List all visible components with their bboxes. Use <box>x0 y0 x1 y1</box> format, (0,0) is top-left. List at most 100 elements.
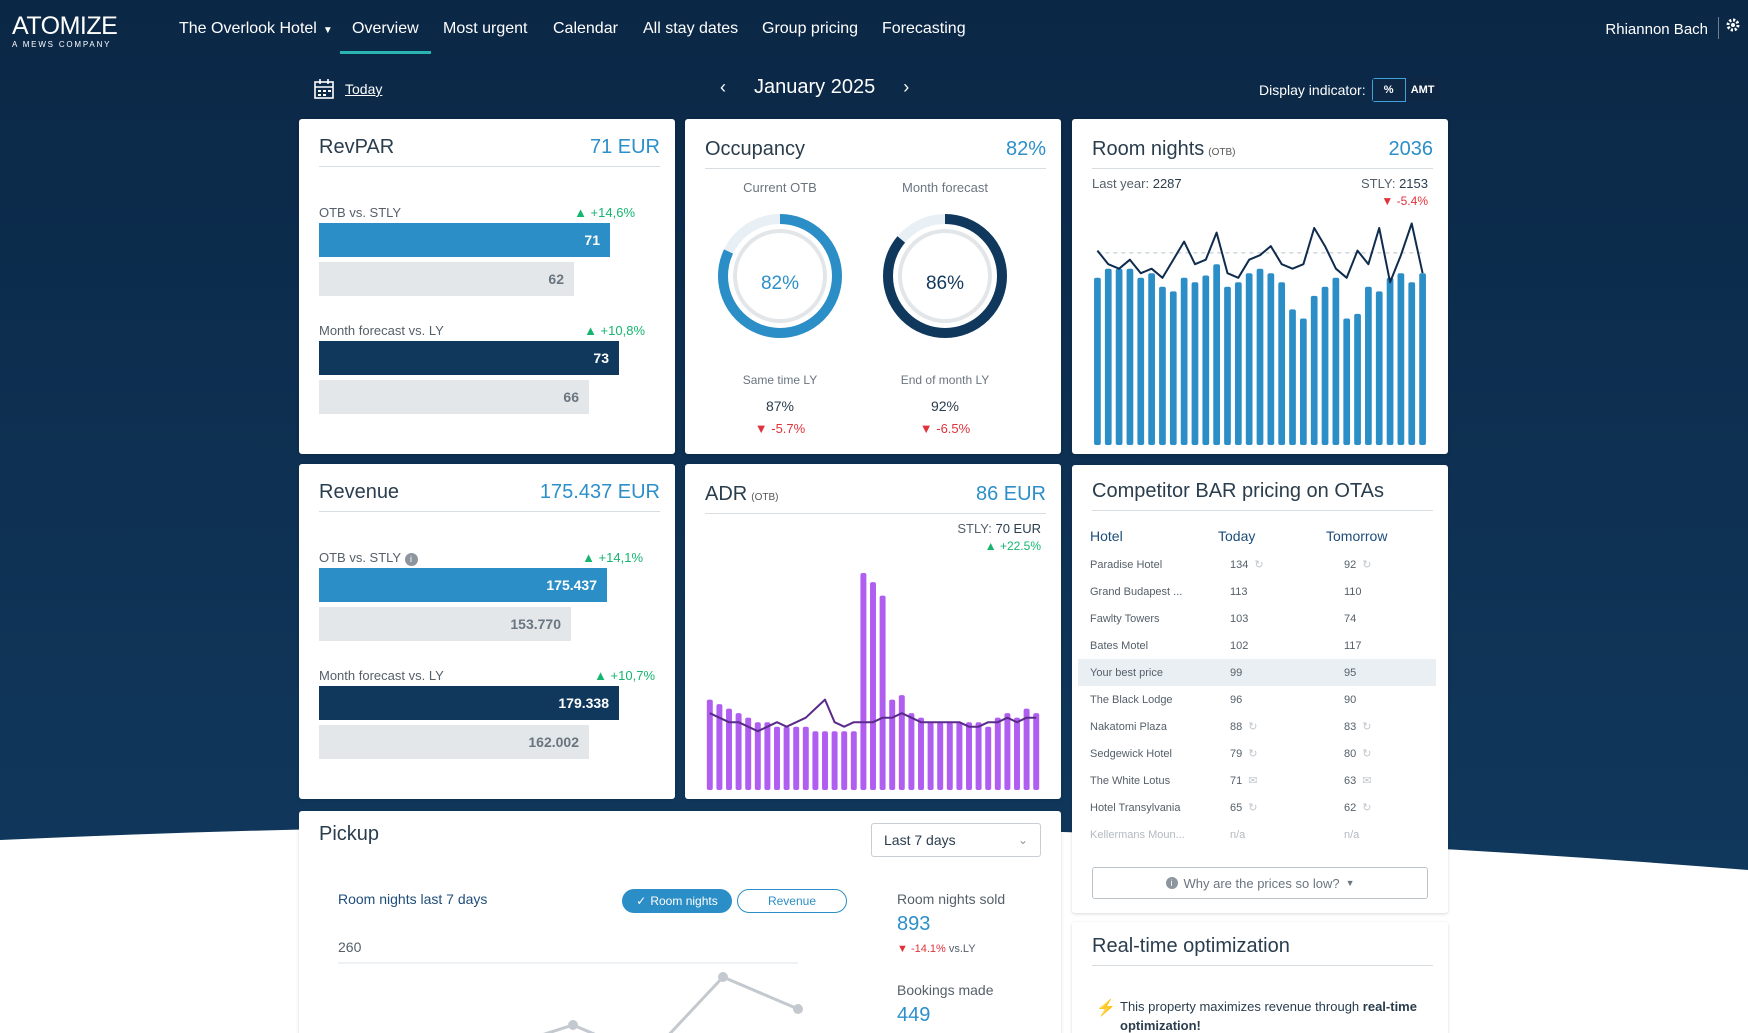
chart-bar[interactable] <box>1224 286 1231 445</box>
pickup-point[interactable] <box>793 1004 803 1014</box>
chart-bar[interactable] <box>908 713 915 790</box>
chart-bar[interactable] <box>850 731 857 790</box>
chart-bar[interactable] <box>726 708 732 790</box>
chart-bar[interactable] <box>745 717 752 790</box>
nav-all-stay-dates[interactable]: All stay dates <box>643 20 739 37</box>
chart-bar[interactable] <box>870 582 876 790</box>
chart-bar[interactable] <box>994 717 1001 790</box>
chart-bar[interactable] <box>841 731 848 790</box>
chart-bar[interactable] <box>937 722 944 790</box>
chart-bar[interactable] <box>1213 264 1221 445</box>
pickup-point[interactable] <box>568 1020 578 1030</box>
chart-bar[interactable] <box>802 726 809 790</box>
chart-bar[interactable] <box>1014 717 1020 790</box>
chart-bar[interactable] <box>1408 282 1416 445</box>
chart-bar[interactable] <box>1310 295 1318 445</box>
chart-bar[interactable] <box>927 722 934 790</box>
chart-bar[interactable] <box>1365 286 1372 445</box>
chart-bar[interactable] <box>793 726 800 790</box>
chart-bar[interactable] <box>1094 277 1101 445</box>
nav-forecasting[interactable]: Forecasting <box>882 20 966 37</box>
info-icon[interactable]: i <box>404 553 418 566</box>
chart-bar[interactable] <box>1321 286 1329 445</box>
chart-bar[interactable] <box>1386 277 1394 445</box>
chart-bar[interactable] <box>918 717 924 790</box>
chart-bar[interactable] <box>1104 268 1112 445</box>
nav-overview[interactable]: Overview <box>340 20 431 54</box>
today-link[interactable]: Today <box>313 78 382 100</box>
chart-bar[interactable] <box>1033 713 1040 790</box>
table-row[interactable]: Fawlty Towers 103 74 <box>1078 605 1436 632</box>
table-row[interactable]: Nakatomi Plaza 88 ↻ 83 ↻ <box>1078 713 1436 740</box>
room-nights-pill[interactable]: ✓ Room nights <box>622 889 732 913</box>
chart-bar[interactable] <box>1289 309 1296 445</box>
chart-bar[interactable] <box>1299 318 1307 445</box>
chart-bar[interactable] <box>898 695 905 790</box>
chart-bar[interactable] <box>966 722 972 790</box>
chart-bar[interactable] <box>975 722 982 790</box>
chart-bar[interactable] <box>946 722 953 790</box>
gear-icon[interactable] <box>1718 17 1740 39</box>
chart-bar[interactable] <box>1354 313 1361 445</box>
next-month-button[interactable]: › <box>903 77 910 97</box>
chart-bar[interactable] <box>754 722 761 790</box>
toggle-percent[interactable]: % <box>1371 78 1406 102</box>
chart-bar[interactable] <box>1159 286 1166 445</box>
chart-bar[interactable] <box>1375 291 1383 445</box>
chart-bar[interactable] <box>1419 273 1426 445</box>
chart-bar[interactable] <box>1115 268 1123 445</box>
table-row[interactable]: Paradise Hotel 134 ↻ 92 ↻ <box>1078 551 1436 578</box>
chart-bar[interactable] <box>1343 318 1351 445</box>
chart-bar[interactable] <box>735 713 742 790</box>
hotel-selector[interactable]: The Overlook Hotel ▼ <box>179 20 333 37</box>
chart-bar[interactable] <box>1202 275 1210 446</box>
chart-bar[interactable] <box>1397 273 1405 445</box>
chart-bar[interactable] <box>1191 282 1199 445</box>
chart-bar[interactable] <box>1023 708 1030 790</box>
revenue-pill[interactable]: Revenue <box>737 889 847 913</box>
chart-bar[interactable] <box>1004 713 1011 790</box>
chart-bar[interactable] <box>831 731 838 790</box>
nav-most-urgent[interactable]: Most urgent <box>443 20 528 37</box>
nav-calendar[interactable]: Calendar <box>553 20 618 37</box>
chart-bar[interactable] <box>1169 291 1177 445</box>
chart-bar[interactable] <box>1148 273 1155 445</box>
chart-bar[interactable] <box>1180 277 1188 445</box>
chart-bar[interactable] <box>1245 273 1253 445</box>
chart-bar[interactable] <box>1278 282 1286 445</box>
chart-bar[interactable] <box>1332 277 1340 445</box>
chart-bar[interactable] <box>956 722 963 790</box>
table-row[interactable]: Your best price 99 95 <box>1078 659 1436 686</box>
chart-bar[interactable] <box>822 731 828 790</box>
chart-bar[interactable] <box>706 699 713 790</box>
chart-bar[interactable] <box>783 726 790 790</box>
previous-month-button[interactable]: ‹ <box>720 77 726 97</box>
pickup-point[interactable] <box>718 972 728 982</box>
chart-bar[interactable] <box>1267 273 1275 445</box>
table-row[interactable]: Grand Budapest ... 113 110 <box>1078 578 1436 605</box>
table-row[interactable]: The White Lotus 71 ✉ 63 ✉ <box>1078 767 1436 794</box>
chart-bar[interactable] <box>889 699 896 790</box>
chart-bar[interactable] <box>764 722 771 790</box>
table-row[interactable]: The Black Lodge 96 90 <box>1078 686 1436 713</box>
user-name[interactable]: Rhiannon Bach <box>1605 21 1708 38</box>
nav-group-pricing[interactable]: Group pricing <box>762 20 859 37</box>
chart-bar[interactable] <box>812 731 819 790</box>
chart-bar[interactable] <box>1137 277 1145 445</box>
table-row[interactable]: Hotel Transylvania 65 ↻ 62 ↻ <box>1078 794 1436 821</box>
chart-bar[interactable] <box>1126 268 1134 445</box>
table-row[interactable]: Kellermans Moun... n/a n/a <box>1078 821 1436 848</box>
table-row[interactable]: Bates Motel 102 117 <box>1078 632 1436 659</box>
brand-logo[interactable]: ATOMIZE A MEWS COMPANY <box>12 14 118 50</box>
pickup-range-select[interactable]: Last 7 days ⌄ <box>871 823 1041 857</box>
chart-bar[interactable] <box>879 595 886 790</box>
chart-bar[interactable] <box>985 726 992 790</box>
chart-bar[interactable] <box>1256 268 1264 445</box>
toggle-amount[interactable]: AMT <box>1405 78 1440 102</box>
chart-bar[interactable] <box>774 726 780 790</box>
chart-bar[interactable] <box>860 573 867 790</box>
table-row[interactable]: Sedgewick Hotel 79 ↻ 80 ↻ <box>1078 740 1436 767</box>
why-prices-low-button[interactable]: i Why are the prices so low? ▼ <box>1092 867 1428 899</box>
chart-bar[interactable] <box>716 704 723 790</box>
chart-bar[interactable] <box>1234 282 1242 445</box>
